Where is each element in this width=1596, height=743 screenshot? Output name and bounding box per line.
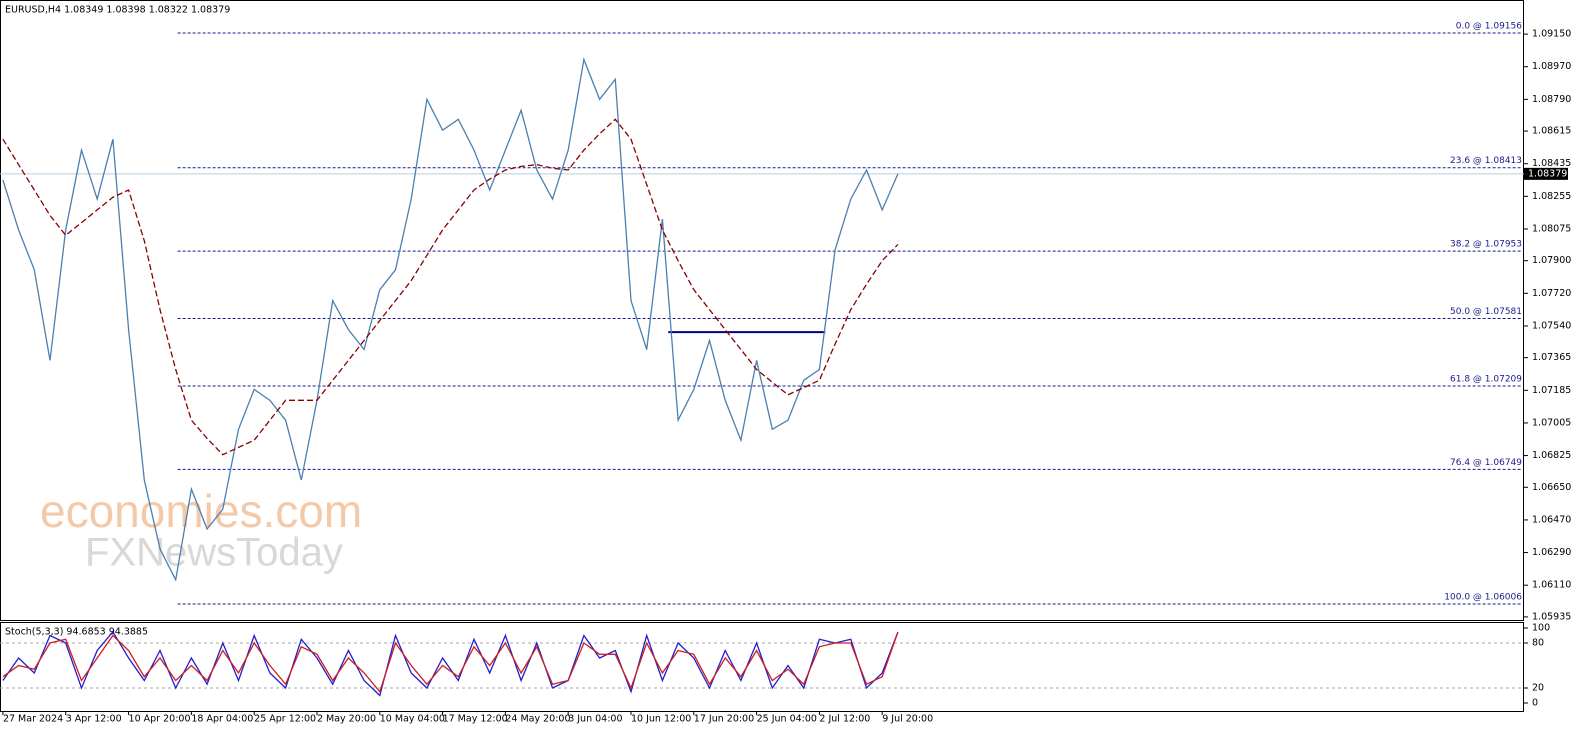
x-tick-label: 18 Apr 04:00 (191, 714, 253, 725)
price-label: 1.08379 (1528, 168, 1567, 179)
price-box (1524, 167, 1568, 180)
x-tick-label: 17 Jun 20:00 (694, 714, 754, 725)
y-tick-label: 1.09150 (1532, 29, 1571, 40)
y-tick-label: 1.07720 (1532, 288, 1571, 299)
y-tick-label: 1.08615 (1532, 126, 1571, 137)
series-line (2, 118, 899, 456)
x-tick-label: 25 Jun 04:00 (757, 714, 817, 725)
fib-label: 61.8 @ 1.07209 (1450, 374, 1522, 384)
x-tick-label: 27 Mar 2024 (3, 714, 63, 725)
x-tick-label: 2 May 20:00 (317, 714, 376, 725)
watermark: economies.com (40, 485, 362, 537)
y-tick-label: 1.08435 (1532, 158, 1571, 169)
main-panel (0, 0, 1524, 621)
y-tick-label: 1.05935 (1532, 611, 1571, 622)
y-tick-label: 1.07365 (1532, 352, 1571, 363)
x-tick-label: 17 May 12:00 (443, 714, 508, 725)
x-tick-label: 25 Apr 12:00 (254, 714, 316, 725)
chart-title: EURUSD,H4 1.08349 1.08398 1.08322 1.0837… (5, 5, 230, 16)
fib-label: 0.0 @ 1.09156 (1456, 21, 1523, 31)
series-line (2, 57, 899, 582)
y-tick-label: 1.08255 (1532, 191, 1571, 202)
y-tick-label: 80 (1532, 638, 1544, 649)
y-tick-label: 1.07005 (1532, 417, 1571, 428)
stoch-panel (0, 622, 1524, 712)
watermark: FXNewsToday (85, 531, 343, 575)
x-tick-label: 10 Apr 20:00 (129, 714, 191, 725)
y-tick-label: 20 (1532, 682, 1544, 693)
y-tick-label: 1.07185 (1532, 385, 1571, 396)
x-tick-label: 2 Jul 12:00 (819, 714, 870, 725)
y-tick-label: 1.08970 (1532, 61, 1571, 72)
y-tick-label: 100 (1532, 623, 1550, 634)
y-tick-label: 1.06290 (1532, 547, 1571, 558)
y-tick-label: 1.06470 (1532, 514, 1571, 525)
series-line (2, 631, 899, 694)
fib-label: 76.4 @ 1.06749 (1450, 458, 1522, 468)
series-line (2, 630, 899, 697)
x-tick-label: 10 May 04:00 (380, 714, 445, 725)
x-tick-label: 10 Jun 12:00 (631, 714, 691, 725)
y-tick-label: 0 (1532, 697, 1538, 708)
y-tick-label: 1.07900 (1532, 255, 1571, 266)
fib-label: 100.0 @ 1.06006 (1444, 593, 1522, 603)
fib-label: 38.2 @ 1.07953 (1450, 240, 1522, 250)
fib-label: 50.0 @ 1.07581 (1450, 307, 1522, 317)
x-tick-label: 24 May 20:00 (505, 714, 570, 725)
indicator-title: Stoch(5,3,3) 94.6853 94.3885 (5, 627, 148, 638)
x-tick-label: 9 Jul 20:00 (882, 714, 933, 725)
x-tick-label: 3 Apr 12:00 (66, 714, 122, 725)
y-tick-label: 1.07540 (1532, 320, 1571, 331)
y-tick-label: 1.06110 (1532, 580, 1571, 591)
y-tick-label: 1.08790 (1532, 94, 1571, 105)
y-tick-label: 1.06825 (1532, 450, 1571, 461)
fib-label: 23.6 @ 1.08413 (1450, 156, 1522, 166)
y-tick-label: 1.06650 (1532, 482, 1571, 493)
x-tick-label: 3 Jun 04:00 (568, 714, 622, 725)
y-tick-label: 1.08075 (1532, 223, 1571, 234)
